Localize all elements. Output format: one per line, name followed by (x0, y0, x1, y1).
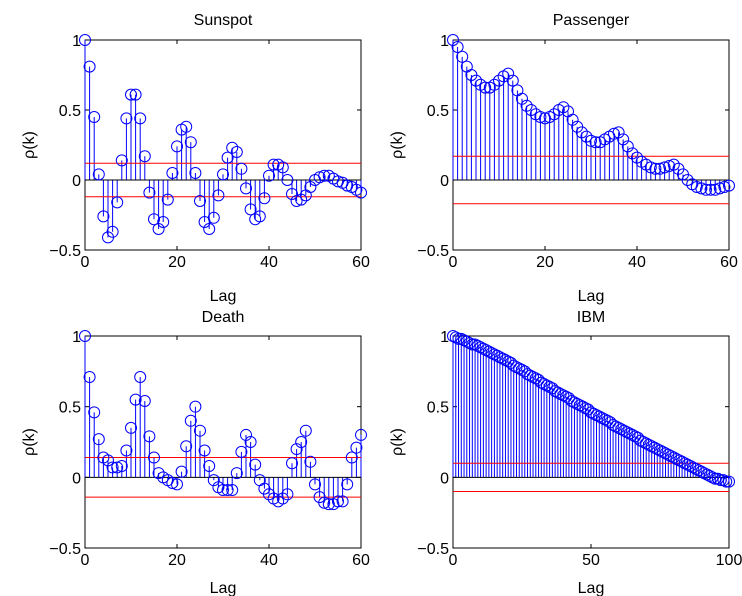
plot-title: IBM (577, 309, 605, 326)
y-tick-label: 0 (72, 470, 81, 487)
x-axis-label: Lag (210, 580, 237, 596)
x-tick-label: 40 (260, 552, 278, 569)
y-tick-label: 0.5 (59, 400, 81, 417)
x-tick-label: 0 (81, 552, 90, 569)
y-tick-label: 0.5 (427, 400, 449, 417)
subplot-ibm: IBM Lag ρ(k) 0 50 100−0.500.51 (389, 309, 742, 596)
x-tick-label: 100 (716, 552, 742, 569)
x-tick-label: 50 (582, 552, 600, 569)
x-tick-label: 20 (168, 552, 186, 569)
x-tick-label: 40 (260, 254, 278, 271)
y-tick-label: −0.5 (417, 541, 449, 558)
y-tick-label: 0 (440, 173, 449, 190)
x-axis-label: Lag (210, 288, 237, 305)
axes-box (85, 336, 361, 548)
y-axis-label: ρ(k) (21, 428, 38, 456)
y-tick-label: −0.5 (49, 243, 81, 260)
y-axis-label: ρ(k) (389, 428, 406, 456)
x-tick-label: 0 (449, 552, 458, 569)
x-tick-label: 60 (352, 552, 370, 569)
x-tick-label: 60 (720, 254, 738, 271)
subplot-passenger: Passenger Lag ρ(k) 0 20 40 60−0.500.51 (389, 12, 738, 305)
subplot-death: Death Lag ρ(k) 0 20 40 60−0.500.51 (21, 309, 370, 596)
x-tick-label: 0 (81, 254, 90, 271)
y-tick-label: −0.5 (417, 243, 449, 260)
x-tick-label: 0 (449, 254, 458, 271)
y-axis-label: ρ(k) (389, 131, 406, 159)
plot-title: Sunspot (194, 12, 253, 29)
y-axis-label: ρ(k) (21, 131, 38, 159)
x-tick-label: 60 (352, 254, 370, 271)
y-tick-label: 0.5 (427, 103, 449, 120)
x-tick-label: 20 (536, 254, 554, 271)
y-tick-label: −0.5 (49, 541, 81, 558)
y-tick-label: 0 (440, 470, 449, 487)
subplot-sunspot: Sunspot Lag ρ(k) 0 20 40 60−0.500.51 (21, 12, 370, 305)
x-axis-label: Lag (578, 580, 605, 596)
y-tick-label: 0 (72, 173, 81, 190)
x-tick-label: 40 (628, 254, 646, 271)
x-axis-label: Lag (578, 288, 605, 305)
y-tick-label: 0.5 (59, 103, 81, 120)
plot-title: Passenger (553, 12, 630, 29)
x-tick-label: 20 (168, 254, 186, 271)
plot-title: Death (202, 309, 245, 326)
